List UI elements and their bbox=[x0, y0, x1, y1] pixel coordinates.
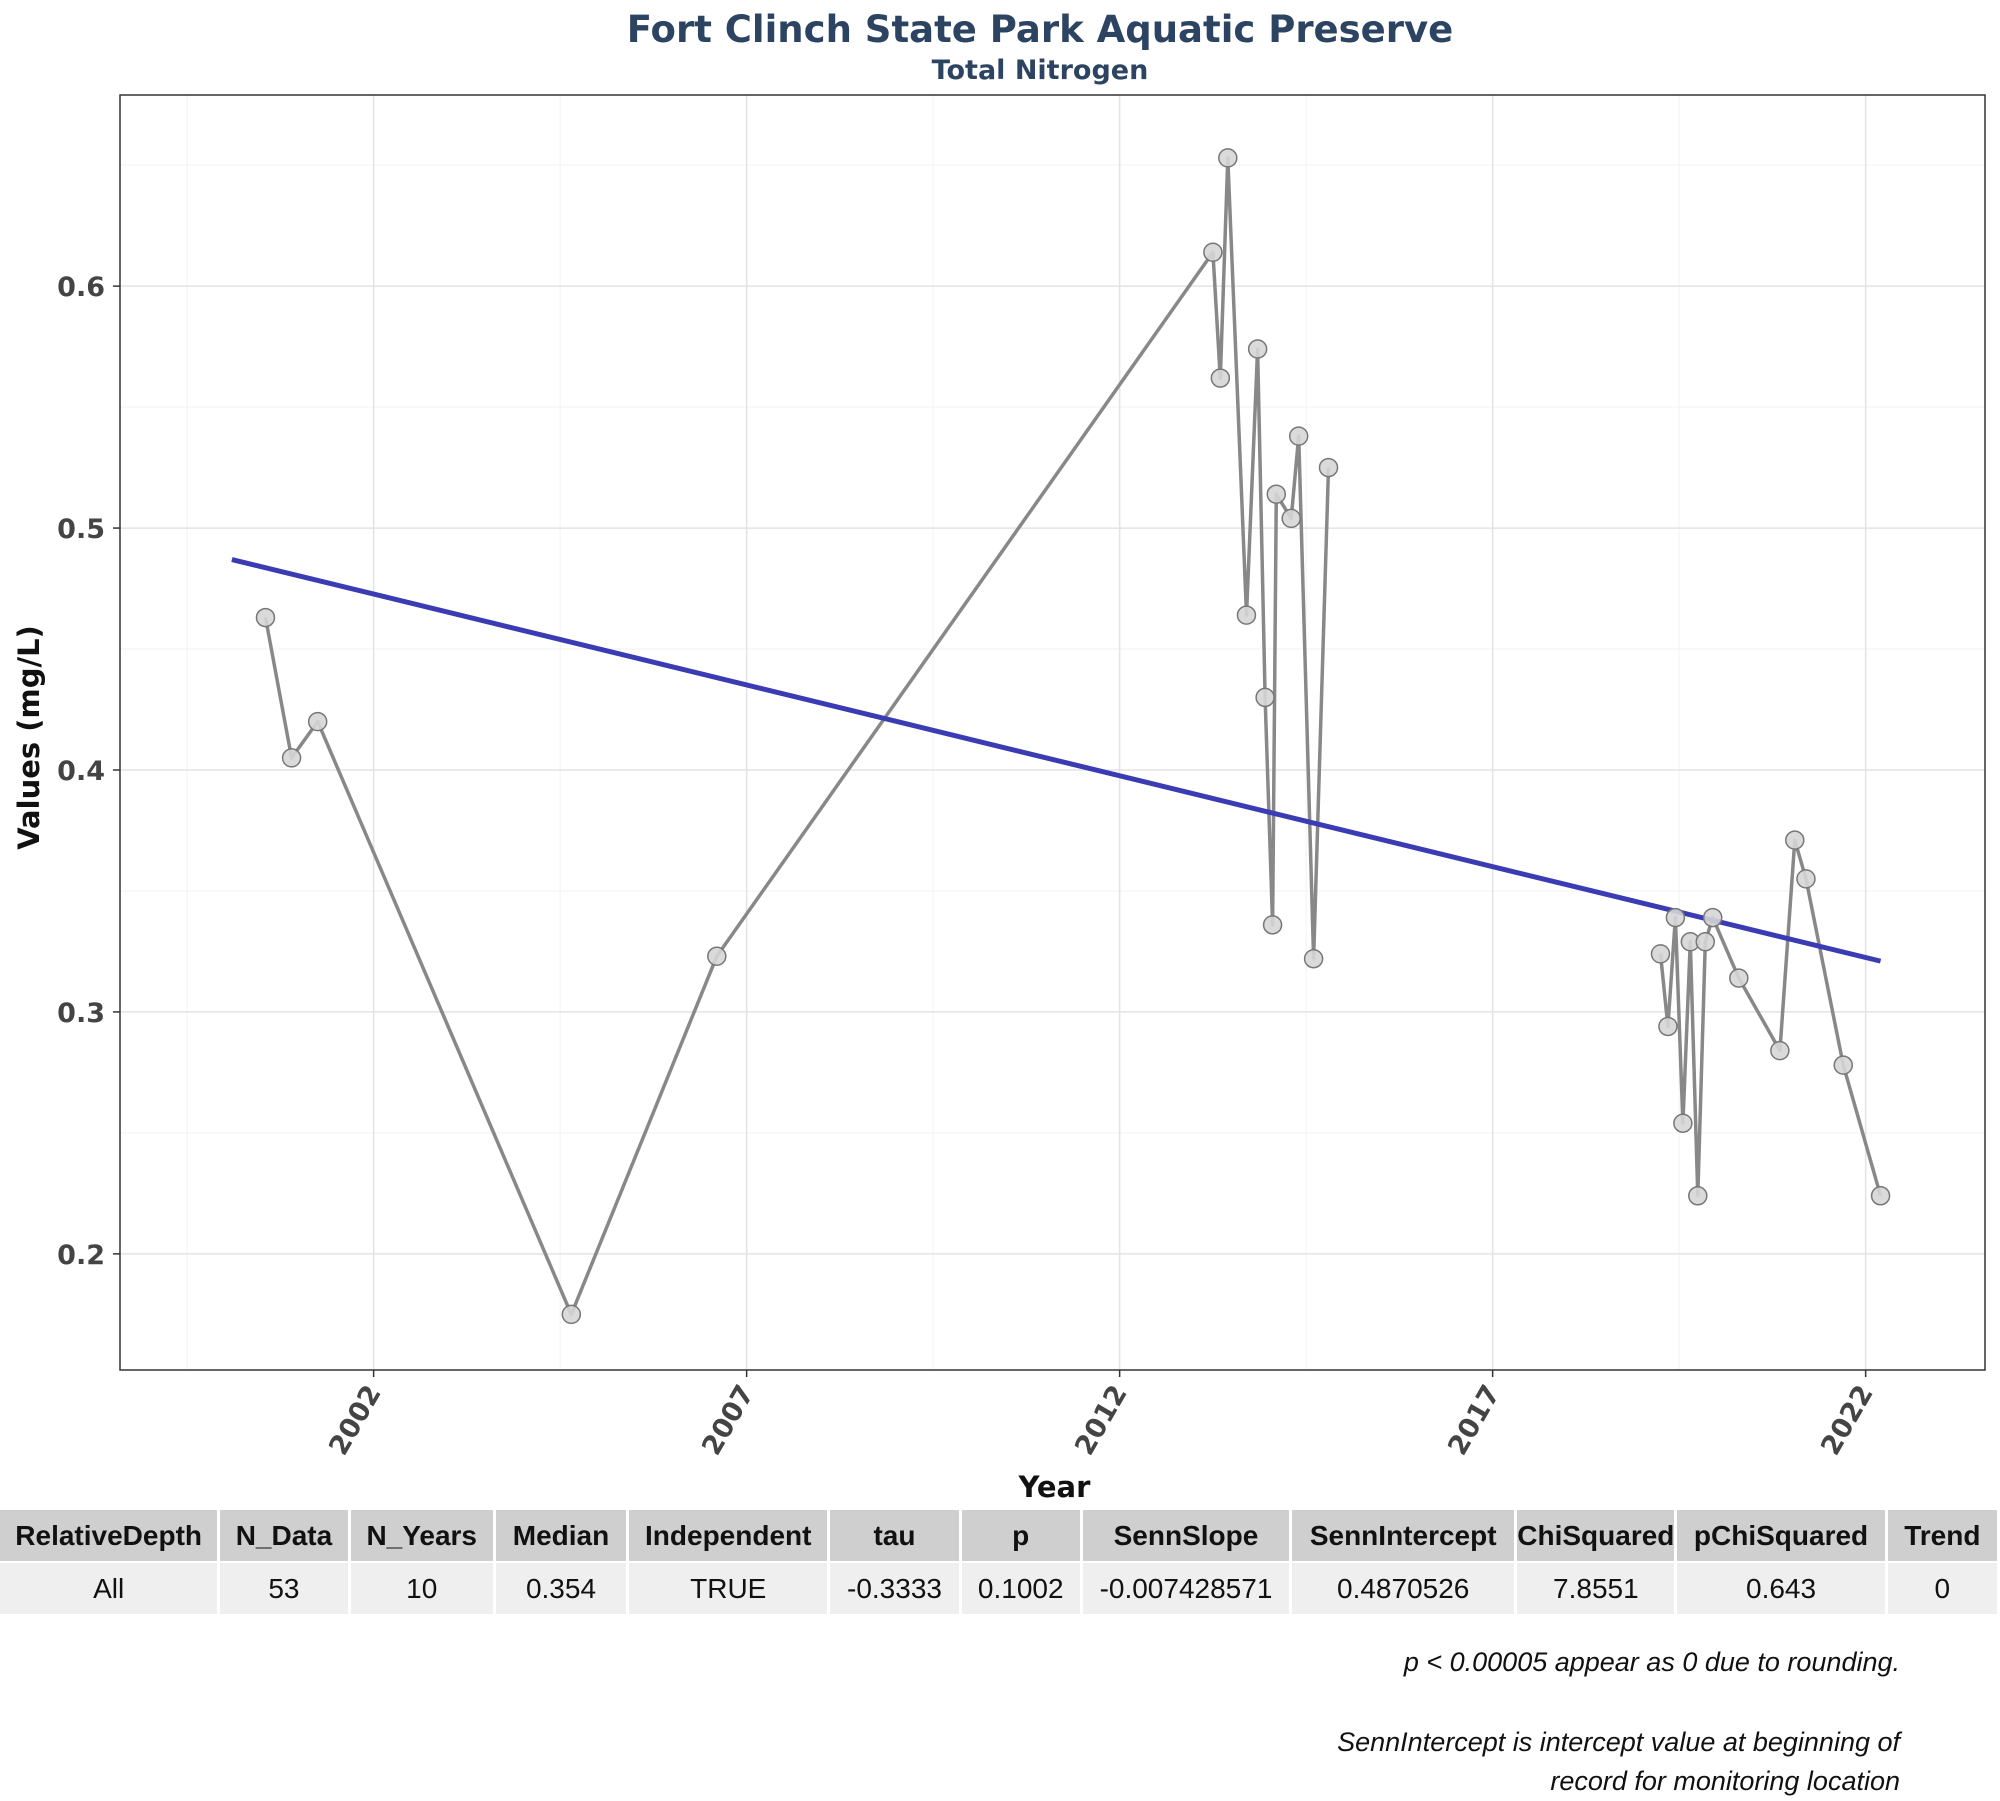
table-cell: 0.1002 bbox=[960, 1561, 1083, 1614]
chart-title: Fort Clinch State Park Aquatic Preserve bbox=[626, 8, 1454, 51]
table-cell: -0.3333 bbox=[828, 1561, 962, 1614]
y-tick-label: 0.5 bbox=[57, 514, 105, 545]
line-chart: 0.2 0.3 0.4 0.5 0.6 2002 2007 2012 2017 2022 Year V… bbox=[12, 94, 1986, 1500]
x-tick-label: 2017 bbox=[1442, 1380, 1506, 1461]
data-point bbox=[1796, 869, 1816, 889]
x-axis-title: Year bbox=[1018, 1470, 1092, 1500]
table-cell: -0.007428571 bbox=[1081, 1561, 1293, 1614]
data-point bbox=[1702, 907, 1723, 928]
data-point bbox=[1785, 830, 1805, 850]
x-tick-label: 2022 bbox=[1815, 1380, 1879, 1461]
rounding-note: p < 0.00005 appear as 0 due to rounding. bbox=[1403, 1647, 1900, 1677]
data-point bbox=[1729, 968, 1749, 988]
table-header-row: RelativeDepth N_Data N_Years Median Independ… bbox=[0, 1510, 2000, 1562]
table-header-cell: RelativeDepth bbox=[0, 1510, 221, 1562]
data-point bbox=[1203, 242, 1223, 263]
table-cell: 0.354 bbox=[494, 1561, 630, 1614]
data-point bbox=[1650, 944, 1671, 964]
data-point bbox=[1236, 605, 1257, 625]
table-header-cell: SennSlope bbox=[1081, 1510, 1293, 1562]
y-axis-title: Values (mg/L) bbox=[12, 625, 46, 850]
chart-subtitle: Total Nitrogen bbox=[931, 55, 1149, 86]
table-cell: 0 bbox=[1886, 1561, 2000, 1614]
data-point bbox=[1218, 148, 1238, 168]
table-header-cell: tau bbox=[828, 1510, 962, 1562]
plot-background bbox=[120, 95, 1985, 1370]
x-tick-label: 2012 bbox=[1069, 1380, 1133, 1461]
data-point bbox=[281, 748, 302, 768]
data-point bbox=[1247, 339, 1268, 359]
table-header-cell: ChiSquared bbox=[1515, 1510, 1678, 1562]
data-point bbox=[1262, 915, 1283, 935]
intercept-note-line2: record for monitoring location bbox=[1550, 1766, 1900, 1796]
data-point bbox=[1658, 1016, 1678, 1037]
data-point bbox=[1695, 932, 1715, 952]
table-header-cell: Independent bbox=[627, 1510, 831, 1562]
statistics-table: RelativeDepth N_Data N_Years Median Independ… bbox=[0, 1510, 2000, 1614]
y-tick-label: 0.6 bbox=[57, 272, 105, 303]
data-point bbox=[1303, 948, 1324, 969]
data-point bbox=[1288, 426, 1309, 446]
table-cell: TRUE bbox=[627, 1561, 831, 1614]
data-point bbox=[561, 1304, 582, 1325]
table-cell: 53 bbox=[218, 1561, 351, 1614]
plot-border bbox=[119, 94, 1986, 1371]
y-tick-label: 0.4 bbox=[57, 756, 105, 787]
y-tick-label: 0.2 bbox=[57, 1240, 105, 1271]
data-point bbox=[1770, 1040, 1790, 1061]
intercept-note-line1: SennIntercept is intercept value at begi… bbox=[1337, 1727, 1900, 1757]
table-cell: All bbox=[0, 1561, 221, 1614]
data-point bbox=[707, 946, 727, 967]
data-point bbox=[1833, 1055, 1854, 1075]
table-header-cell: SennIntercept bbox=[1290, 1510, 1518, 1562]
table-header-cell: pChiSquared bbox=[1675, 1510, 1888, 1562]
y-tick-label: 0.3 bbox=[57, 998, 105, 1029]
data-point bbox=[1210, 368, 1231, 388]
table-cell: 0.4870526 bbox=[1290, 1561, 1518, 1614]
x-tick-label: 2002 bbox=[323, 1380, 387, 1461]
table-header-cell: Trend bbox=[1886, 1510, 2000, 1562]
table-header-cell: Median bbox=[494, 1510, 630, 1562]
table-row: All 53 10 0.354 TRUE -0.3333 0.1002 -0.00742857… bbox=[0, 1561, 2000, 1614]
table-cell: 7.8551 bbox=[1515, 1561, 1678, 1614]
data-point bbox=[1255, 687, 1275, 708]
data-point bbox=[1673, 1113, 1693, 1133]
data-point bbox=[307, 711, 328, 732]
data-point bbox=[1870, 1186, 1891, 1206]
table-header-cell: N_Years bbox=[349, 1510, 496, 1562]
table-header-cell: p bbox=[960, 1510, 1083, 1562]
trend-line bbox=[231, 557, 1882, 964]
table-header-cell: N_Data bbox=[218, 1510, 351, 1562]
data-point bbox=[1665, 907, 1686, 928]
table-cell: 10 bbox=[349, 1561, 496, 1614]
table-cell: 0.643 bbox=[1675, 1561, 1888, 1614]
data-point bbox=[255, 607, 276, 628]
data-point bbox=[1318, 457, 1339, 478]
data-point bbox=[1266, 484, 1287, 504]
x-tick-label: 2007 bbox=[696, 1380, 760, 1461]
data-point bbox=[1281, 508, 1301, 529]
data-point bbox=[1688, 1186, 1708, 1206]
